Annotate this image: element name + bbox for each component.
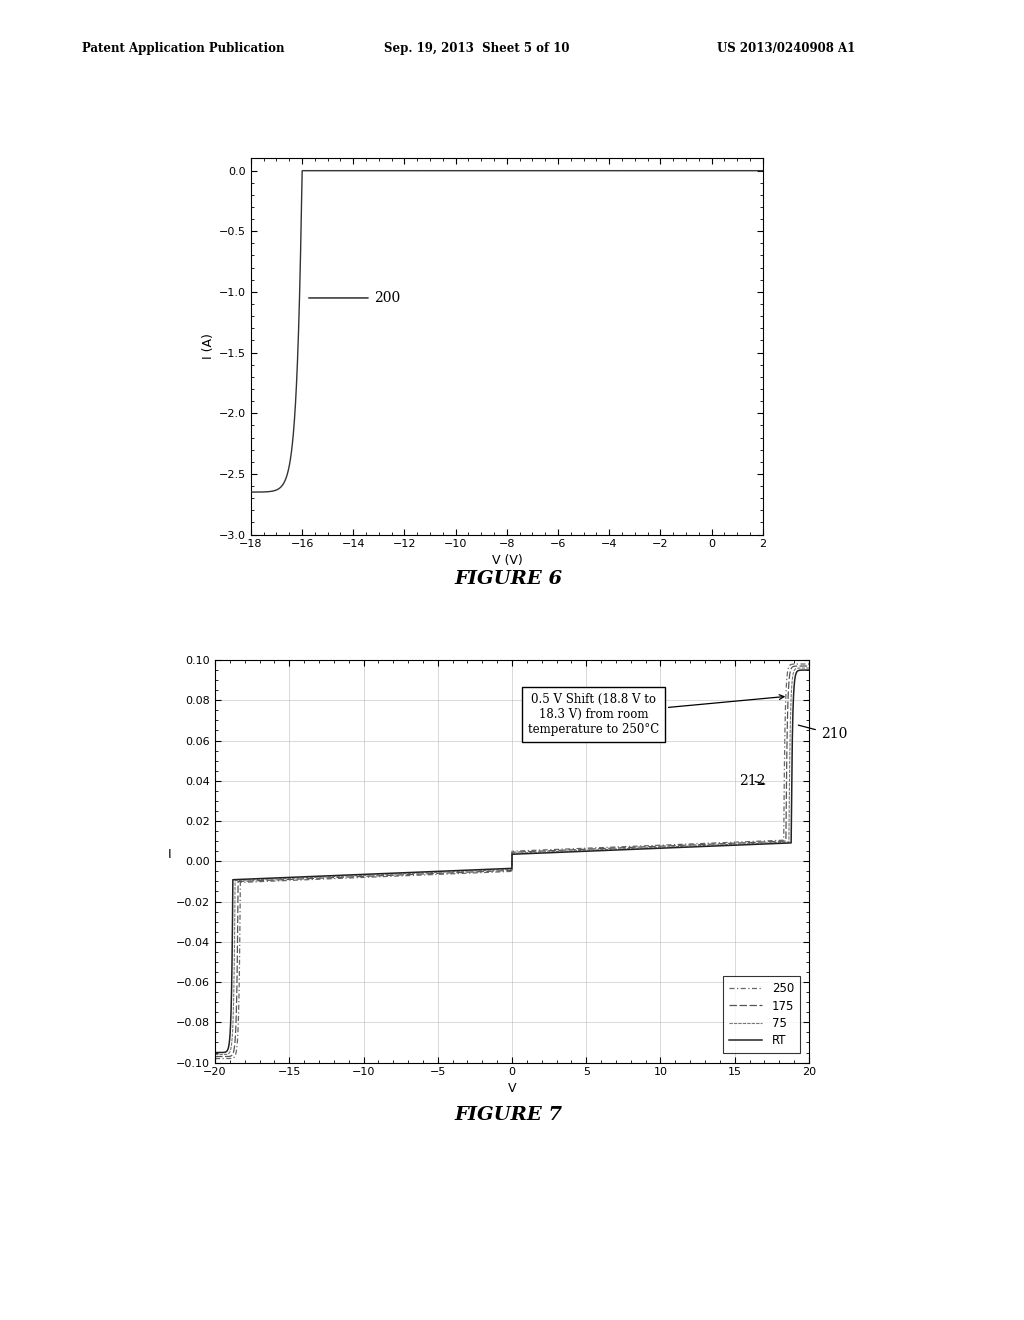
Text: 200: 200	[308, 290, 400, 305]
250	[436, 866, 449, 882]
RT	[595, 842, 607, 858]
175	[316, 870, 329, 886]
175	[595, 841, 607, 857]
RT	[697, 838, 710, 854]
75	[436, 865, 449, 880]
Line: RT: RT	[215, 671, 809, 1052]
Text: FIGURE 6: FIGURE 6	[455, 570, 563, 589]
Line: 175: 175	[215, 667, 809, 1056]
X-axis label: V: V	[508, 1081, 516, 1094]
75	[652, 840, 665, 855]
X-axis label: V (V): V (V)	[492, 553, 522, 566]
175	[697, 837, 710, 853]
Line: 250: 250	[215, 664, 809, 1059]
175	[436, 866, 449, 882]
Text: FIGURE 7: FIGURE 7	[455, 1106, 563, 1125]
75	[697, 838, 710, 854]
Text: Patent Application Publication: Patent Application Publication	[82, 42, 285, 55]
175	[652, 838, 665, 854]
Text: 212: 212	[739, 774, 766, 788]
250	[652, 837, 665, 853]
175	[803, 659, 815, 675]
RT	[316, 869, 329, 884]
RT	[209, 1044, 221, 1060]
RT	[803, 663, 815, 678]
RT	[436, 863, 449, 879]
250	[316, 871, 329, 887]
Y-axis label: I: I	[167, 849, 171, 861]
Text: 0.5 V Shift (18.8 V to
18.3 V) from room
temperature to 250°C: 0.5 V Shift (18.8 V to 18.3 V) from room…	[528, 693, 784, 735]
250	[697, 836, 710, 851]
75	[803, 660, 815, 676]
Text: 210: 210	[799, 725, 847, 742]
75	[316, 869, 329, 884]
RT	[652, 841, 665, 857]
Text: US 2013/0240908 A1: US 2013/0240908 A1	[717, 42, 855, 55]
75	[565, 843, 578, 859]
175	[565, 842, 578, 858]
250	[803, 656, 815, 672]
75	[209, 1047, 221, 1063]
Legend: 250, 175, 75, RT: 250, 175, 75, RT	[723, 977, 800, 1052]
75	[595, 842, 607, 858]
250	[209, 1051, 221, 1067]
175	[209, 1048, 221, 1064]
Text: Sep. 19, 2013  Sheet 5 of 10: Sep. 19, 2013 Sheet 5 of 10	[384, 42, 569, 55]
Y-axis label: I (A): I (A)	[202, 334, 215, 359]
250	[565, 841, 578, 857]
RT	[565, 843, 578, 859]
Line: 75: 75	[215, 668, 809, 1055]
250	[595, 840, 607, 855]
